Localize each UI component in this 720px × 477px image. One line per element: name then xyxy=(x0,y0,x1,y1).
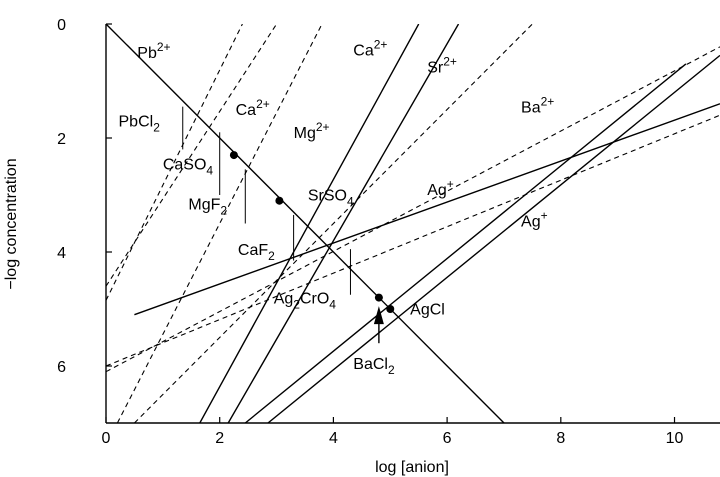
annotation-label-8: CaSO4 xyxy=(163,156,214,177)
annotation-label-6: Mg2+ xyxy=(294,120,330,142)
series-line-8 xyxy=(106,24,278,287)
x-tick-label: 8 xyxy=(556,430,565,447)
series-line-4 xyxy=(244,63,687,423)
intersection-point-1 xyxy=(229,151,238,160)
arrow-head xyxy=(373,306,384,325)
annotation-label-14: Ag2CrO4 xyxy=(274,290,337,311)
annotation-label-1: Pb2+ xyxy=(137,40,170,62)
annotation-label-13: CaF2 xyxy=(238,242,275,263)
series-line-6 xyxy=(134,103,720,316)
axis-layer: 0 2 4 6 8 10 0 2 4 6 xyxy=(57,17,720,447)
intersection-point-4 xyxy=(386,305,395,313)
series-line-7 xyxy=(106,24,243,301)
intersection-point-2 xyxy=(275,196,284,205)
x-axis-title: log [anion] xyxy=(375,459,449,476)
annotation-label-7: PbCl2 xyxy=(119,114,161,135)
y-tick-label: 2 xyxy=(57,131,66,148)
series-line-2 xyxy=(199,24,420,423)
series-line-5 xyxy=(267,54,720,423)
annotation-label-5: Ba2+ xyxy=(521,94,554,116)
annotation-label-11: Ag+ xyxy=(427,177,454,199)
series-line-1 xyxy=(106,24,505,423)
series-line-3 xyxy=(227,24,460,423)
annotation-label-4: Sr2+ xyxy=(427,54,457,76)
y-axis-title: −log concentration xyxy=(3,158,20,289)
x-tick-label: 4 xyxy=(329,430,338,447)
series-line-10 xyxy=(134,24,533,423)
y-tick-label: 0 xyxy=(57,17,66,34)
x-tick-label: 10 xyxy=(666,430,684,447)
y-tick-label: 4 xyxy=(57,245,66,262)
marker-layer xyxy=(182,106,395,344)
annotation-label-3: Ca2+ xyxy=(353,37,387,59)
series-line-9 xyxy=(116,24,323,423)
annotation-label-2: Ca2+ xyxy=(236,97,270,119)
x-tick-label: 0 xyxy=(102,430,111,447)
annotation-label-15: AgCl xyxy=(410,302,445,319)
intersection-point-3 xyxy=(374,293,383,302)
annotation-label-9: MgF2 xyxy=(188,196,227,217)
series-layer xyxy=(106,24,720,423)
annotation-label-10: SrSO4 xyxy=(308,188,354,209)
x-tick-label: 6 xyxy=(443,430,452,447)
series-line-12 xyxy=(106,114,720,367)
y-tick-label: 6 xyxy=(57,359,66,376)
annotation-label-16: BaCl2 xyxy=(353,356,395,377)
x-tick-label: 2 xyxy=(215,430,224,447)
annotation-label-12: Ag+ xyxy=(521,208,548,230)
series-line-11 xyxy=(106,46,720,373)
